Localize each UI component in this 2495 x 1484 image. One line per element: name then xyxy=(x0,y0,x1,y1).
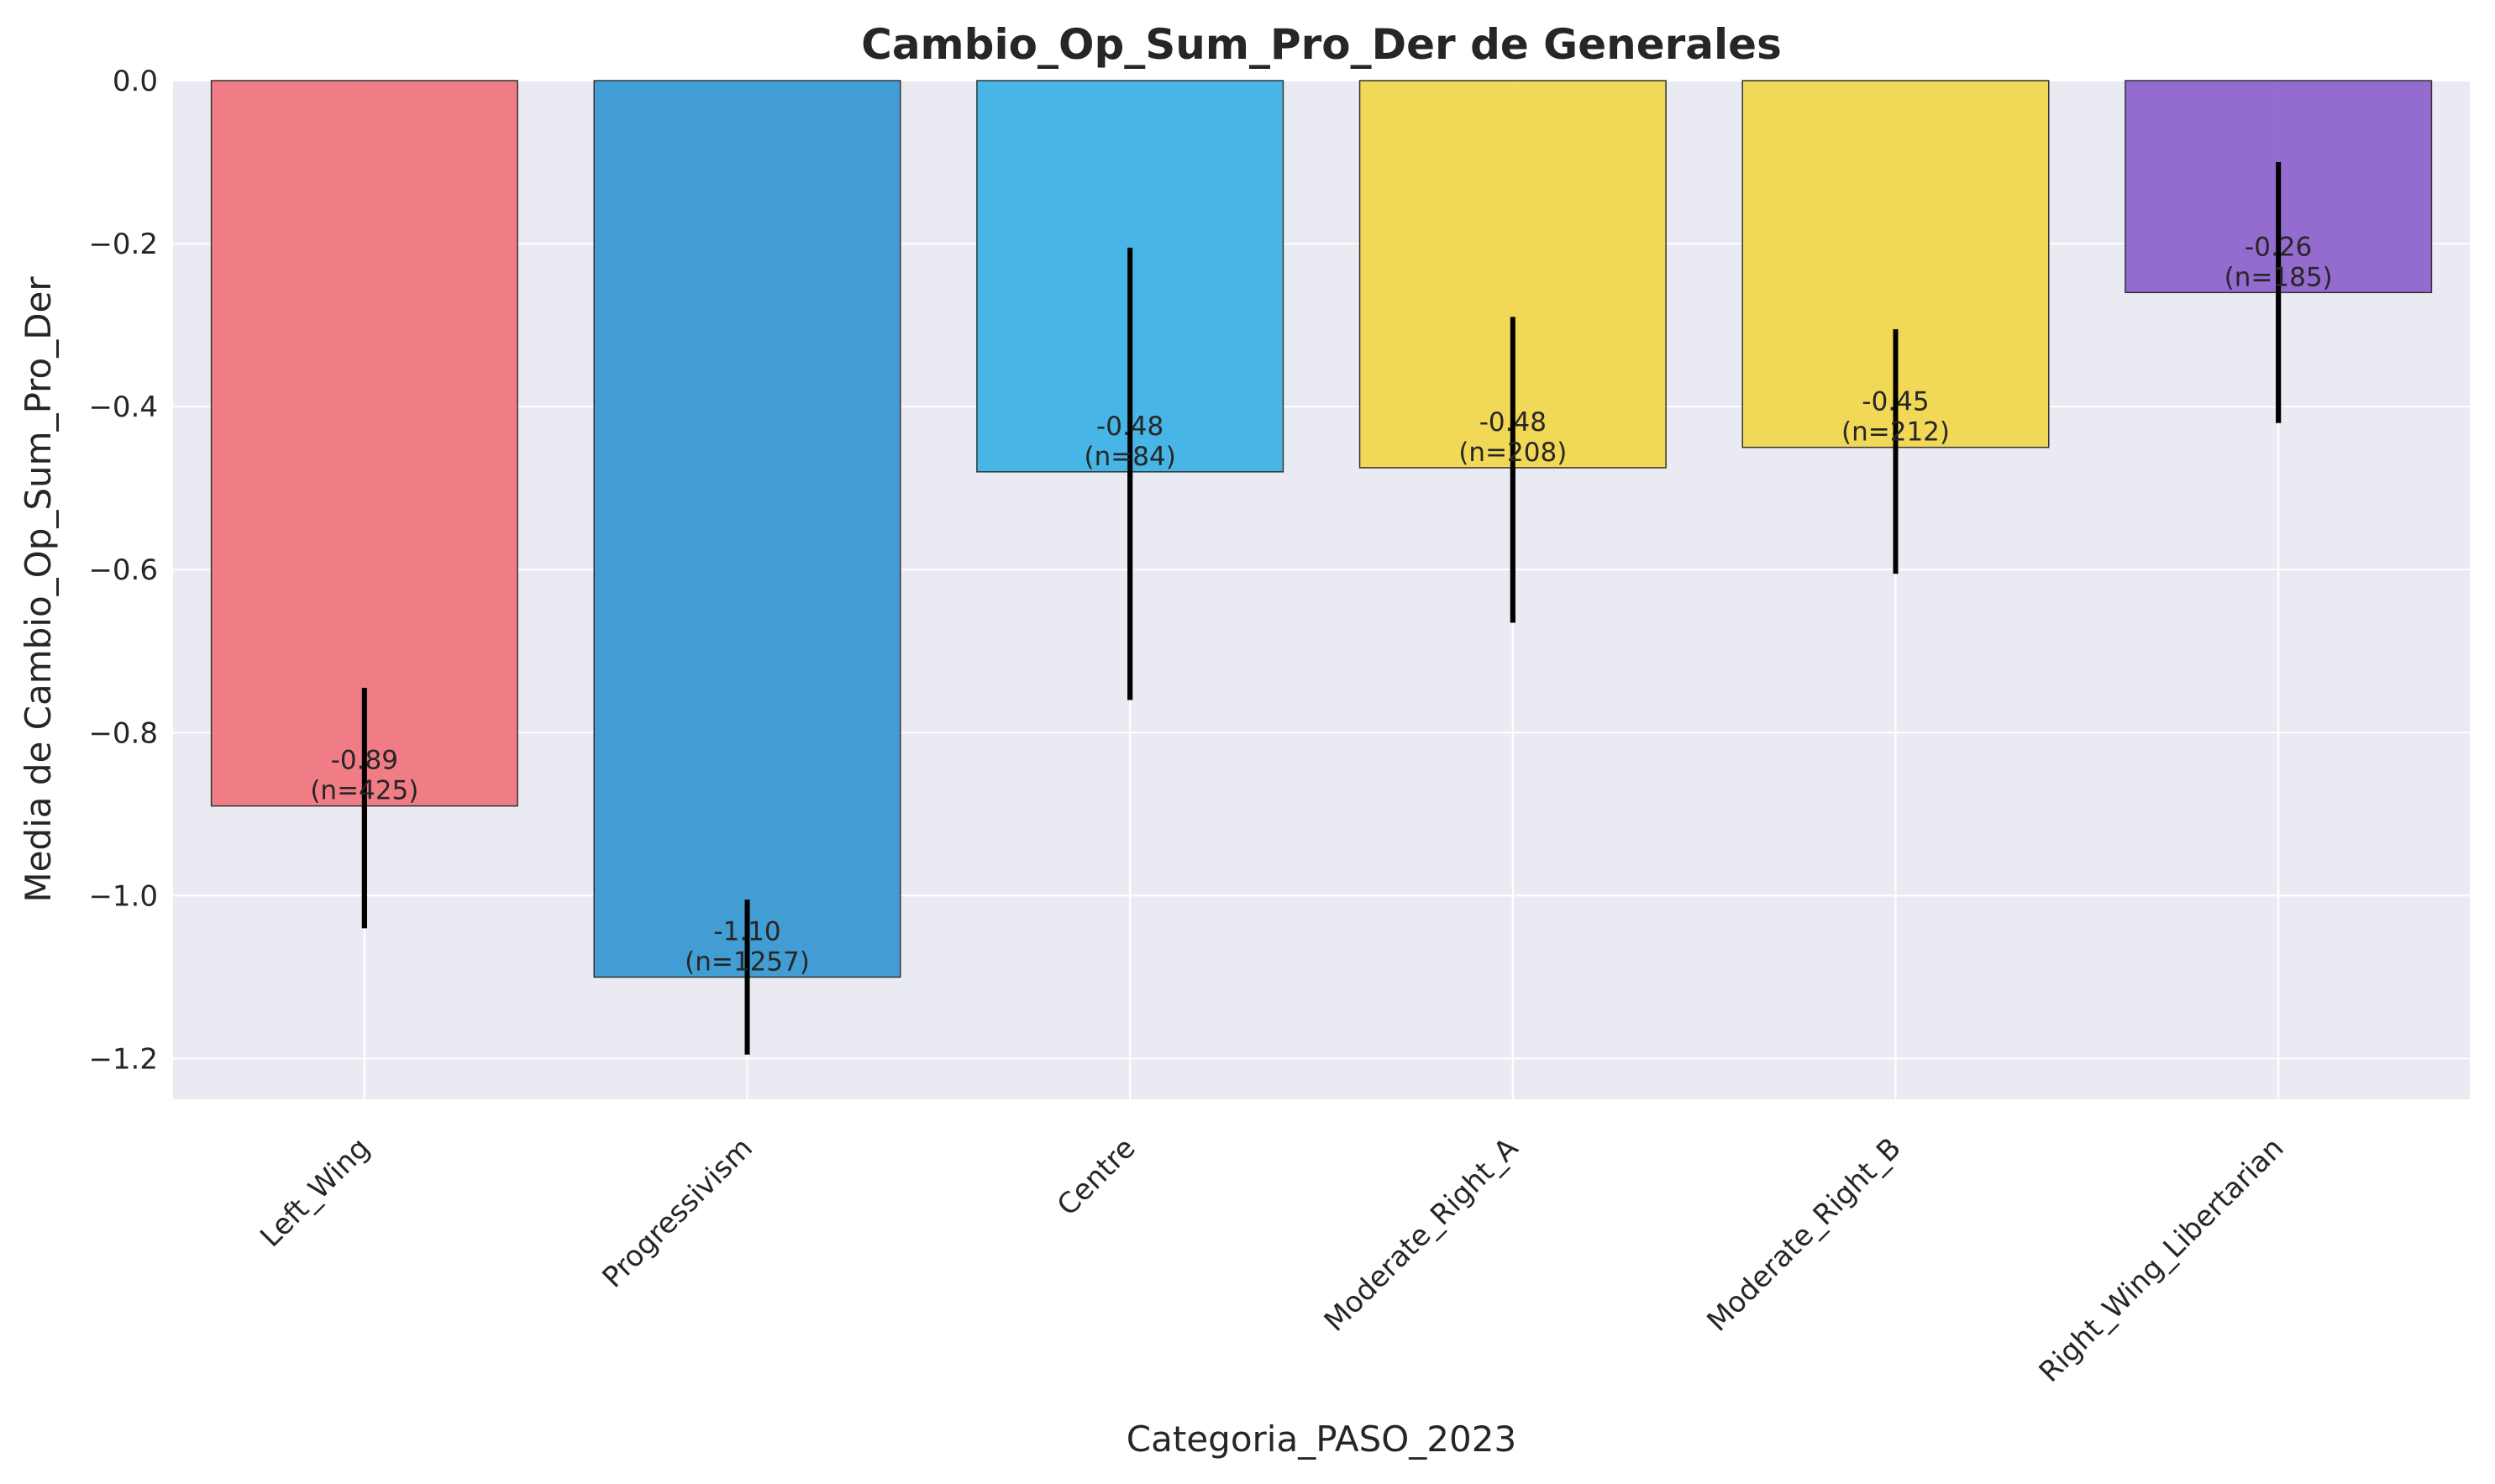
x-tick-label: Moderate_Right_B xyxy=(1700,1131,1907,1338)
error-bars xyxy=(361,162,2282,1055)
y-tick-label: 0.0 xyxy=(113,65,158,98)
y-tick-label: −1.2 xyxy=(88,1042,158,1076)
x-tick-label: Centre xyxy=(1051,1131,1142,1223)
x-axis-ticks: Left_Wing Progressivism Centre Moderate_Rig… xyxy=(254,1131,2290,1389)
bar-count-label: (n=84) xyxy=(1085,442,1176,472)
y-tick-label: −0.2 xyxy=(88,228,158,261)
bar-count-label: (n=425) xyxy=(310,776,418,806)
bar-count-label: (n=208) xyxy=(1458,438,1567,468)
bar-value-label: -0.48 xyxy=(1096,412,1163,442)
y-tick-label: −1.0 xyxy=(88,879,158,913)
bar-labels: -0.89(n=425)-1.10(n=1257)-0.48(n=84)-0.4… xyxy=(310,232,2332,977)
y-axis-ticks: 0.0 −0.2 −0.4 −0.6 −0.8 −1.0 −1.2 xyxy=(88,65,158,1076)
bar-value-label: -0.48 xyxy=(1479,407,1547,438)
bar-count-label: (n=1257) xyxy=(685,947,810,977)
bar-value-label: -0.89 xyxy=(331,746,398,776)
bars xyxy=(210,80,2433,978)
y-axis-label: Media de Cambio_Op_Sum_Pro_Der xyxy=(18,276,59,903)
x-tick-label: Left_Wing xyxy=(254,1131,376,1254)
y-tick-label: −0.8 xyxy=(88,716,158,750)
chart-title: Cambio_Op_Sum_Pro_Der de Generales xyxy=(861,20,1782,69)
y-tick-label: −0.4 xyxy=(88,391,158,424)
bar-value-label: -1.10 xyxy=(713,916,780,947)
x-tick-label: Progressivism xyxy=(596,1131,759,1294)
y-tick-label: −0.6 xyxy=(88,553,158,587)
bar-value-label: -0.45 xyxy=(1862,387,1929,417)
bar-value-label: -0.26 xyxy=(2245,232,2312,262)
x-axis-label: Categoria_PASO_2023 xyxy=(1127,1418,1516,1460)
x-tick-label: Moderate_Right_A xyxy=(1318,1131,1525,1338)
x-tick-label: Right_Wing_Libertarian xyxy=(2033,1131,2291,1389)
bar-left-wing xyxy=(210,80,518,807)
bar-count-label: (n=212) xyxy=(1841,417,1950,448)
bar-progressivism xyxy=(593,80,901,978)
plot-background xyxy=(173,81,2470,1099)
bar-count-label: (n=185) xyxy=(2224,262,2333,292)
